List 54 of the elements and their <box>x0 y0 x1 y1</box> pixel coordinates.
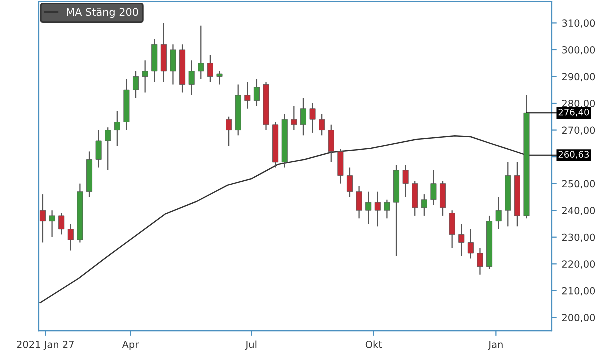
candlestick <box>207 54 214 83</box>
x-tick-label: Apr <box>122 341 140 350</box>
candlestick <box>449 210 456 249</box>
candlestick <box>96 130 102 168</box>
y-tick-label: 230,00 <box>562 234 596 242</box>
candlestick <box>356 186 362 220</box>
annotation: 276,40 <box>558 108 590 117</box>
candlestick <box>58 212 65 236</box>
candlestick <box>133 70 140 99</box>
candlestick <box>170 44 176 86</box>
candlestick <box>384 199 390 220</box>
candlestick <box>402 164 409 198</box>
candlestick <box>430 170 437 206</box>
candlestick <box>468 228 474 260</box>
x-tick-label: Jan <box>488 341 503 350</box>
candlestick <box>68 223 74 252</box>
candlestick <box>226 116 232 147</box>
candlestick <box>458 223 465 257</box>
candlestick <box>114 110 120 147</box>
candlestick <box>421 194 428 217</box>
candlestick <box>310 102 316 134</box>
y-tick-label: 280,00 <box>562 100 596 108</box>
candlestick <box>328 124 334 163</box>
y-tick-label: 200,00 <box>562 314 596 323</box>
x-tick-label: Okt <box>366 340 382 348</box>
y-tick-label: 310,00 <box>562 20 596 28</box>
candlestick <box>40 194 46 244</box>
candlestick <box>188 60 195 96</box>
candlestick <box>254 78 260 107</box>
y-tick-label: 290,00 <box>562 73 596 82</box>
candlestick <box>49 210 56 238</box>
candlestick <box>374 191 381 228</box>
candlestick <box>244 82 251 110</box>
annotation: 260,63 <box>558 151 590 159</box>
candlestick <box>300 98 306 136</box>
x-tick-label: 2021 Jan 27 <box>17 340 74 350</box>
y-tick-label: 210,00 <box>562 287 596 296</box>
candlestick <box>198 25 204 80</box>
y-tick-label: 250,00 <box>562 180 596 189</box>
candlestick <box>477 248 484 276</box>
candlestick <box>366 191 372 225</box>
y-tick-label: 270,00 <box>562 126 596 136</box>
candlestick <box>105 127 112 171</box>
candlestick <box>319 114 326 136</box>
y-tick-label: 300,00 <box>562 46 596 55</box>
legend-label: MA Stäng 200 <box>67 8 138 18</box>
candlestick <box>346 167 353 198</box>
candlestick <box>291 106 298 131</box>
candlestick <box>496 196 502 230</box>
candlestick <box>142 60 148 94</box>
candlestick <box>216 70 223 86</box>
y-tick-label: 220,00 <box>562 260 596 269</box>
x-tick-label: Jul <box>245 340 257 350</box>
y-tick-label: 240,00 <box>562 207 596 216</box>
